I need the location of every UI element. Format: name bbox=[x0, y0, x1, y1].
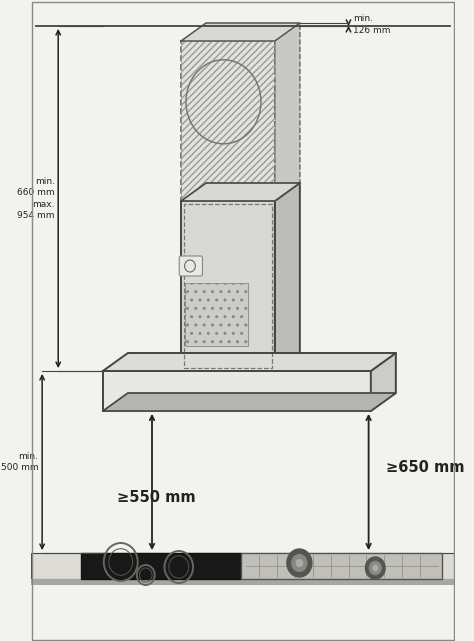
Circle shape bbox=[287, 549, 312, 577]
Polygon shape bbox=[103, 353, 396, 371]
Polygon shape bbox=[103, 393, 396, 411]
Bar bbox=[181, 41, 275, 201]
Text: min.
126 mm: min. 126 mm bbox=[353, 15, 391, 35]
Bar bbox=[241, 553, 442, 579]
Polygon shape bbox=[371, 353, 396, 411]
Circle shape bbox=[369, 562, 381, 574]
Text: ≥650 mm: ≥650 mm bbox=[386, 460, 465, 474]
Polygon shape bbox=[181, 23, 300, 41]
Bar bbox=[31, 553, 455, 579]
Polygon shape bbox=[275, 23, 300, 201]
Text: 230/320 mm: 230/320 mm bbox=[196, 117, 269, 127]
FancyBboxPatch shape bbox=[179, 256, 202, 276]
Circle shape bbox=[296, 560, 302, 567]
Bar bbox=[181, 201, 275, 371]
Text: min.
660 mm
max.
954 mm: min. 660 mm max. 954 mm bbox=[17, 178, 55, 220]
Bar bbox=[31, 579, 455, 585]
Bar bbox=[103, 371, 371, 411]
Bar bbox=[181, 41, 275, 201]
Bar bbox=[185, 283, 248, 346]
Circle shape bbox=[373, 565, 378, 570]
Text: ≥550 mm: ≥550 mm bbox=[117, 490, 196, 504]
Bar bbox=[184, 204, 272, 368]
Polygon shape bbox=[181, 183, 300, 201]
Polygon shape bbox=[275, 183, 300, 371]
Bar bbox=[81, 553, 241, 579]
Circle shape bbox=[365, 557, 385, 579]
Circle shape bbox=[292, 554, 307, 571]
Text: min.
500 mm: min. 500 mm bbox=[1, 452, 38, 472]
